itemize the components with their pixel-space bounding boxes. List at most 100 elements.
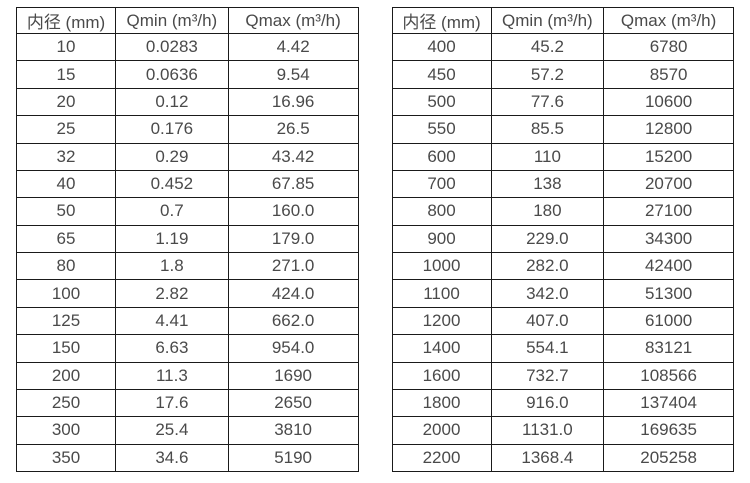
cell-diameter: 10 [15, 32, 117, 62]
table-row: 65 1.19 179.0 [15, 224, 359, 254]
cell-diameter: 32 [15, 142, 117, 171]
cell-qmax: 43.42 [227, 142, 359, 171]
cell-qmax: 137404 [603, 388, 734, 418]
column-header-qmin: Qmin (m³/h) [490, 7, 605, 34]
table-row: 1600 732.7 108566 [391, 361, 734, 390]
cell-qmin: 57.2 [490, 60, 605, 89]
cell-qmin: 17.6 [115, 388, 229, 418]
cell-qmax: 4.42 [227, 32, 359, 62]
table-row: 200 11.3 1690 [15, 361, 359, 390]
cell-diameter: 450 [391, 60, 492, 89]
cell-qmin: 1131.0 [490, 416, 605, 445]
table-row: 350 34.6 5190 [15, 443, 359, 473]
cell-qmin: 0.0636 [115, 60, 229, 89]
cell-qmax: 2650 [227, 388, 359, 418]
column-header-qmin: Qmin (m³/h) [115, 7, 229, 34]
cell-qmax: 61000 [603, 306, 734, 336]
cell-qmin: 85.5 [490, 115, 605, 144]
table-row: 100 2.82 424.0 [15, 279, 359, 308]
cell-diameter: 2200 [391, 443, 492, 473]
flow-table-large-diameters: 内径 (mm) Qmin (m³/h) Qmax (m³/h) 400 45.2 6780… [391, 7, 735, 473]
cell-qmin: 77.6 [490, 87, 605, 117]
table-row: 250 17.6 2650 [15, 388, 359, 418]
cell-qmax: 9.54 [227, 60, 359, 89]
cell-diameter: 15 [15, 60, 117, 89]
cell-qmin: 25.4 [115, 416, 229, 445]
column-header-qmax: Qmax (m³/h) [227, 7, 359, 34]
cell-qmin: 0.176 [115, 115, 229, 144]
flow-table-small-diameters: 内径 (mm) Qmin (m³/h) Qmax (m³/h) 10 0.0283 4.4… [15, 7, 359, 473]
cell-qmax: 26.5 [227, 115, 359, 144]
table-row: 150 6.63 954.0 [15, 334, 359, 363]
cell-qmax: 424.0 [227, 279, 359, 308]
cell-qmax: 160.0 [227, 197, 359, 226]
cell-qmin: 342.0 [490, 279, 605, 308]
cell-diameter: 250 [15, 388, 117, 418]
table-row: 2000 1131.0 169635 [391, 416, 734, 445]
cell-qmin: 110 [490, 142, 605, 171]
cell-qmax: 27100 [603, 197, 734, 226]
cell-diameter: 2000 [391, 416, 492, 445]
cell-qmax: 12800 [603, 115, 734, 144]
cell-qmin: 6.63 [115, 334, 229, 363]
cell-qmax: 5190 [227, 443, 359, 473]
cell-diameter: 800 [391, 197, 492, 226]
cell-diameter: 1600 [391, 361, 492, 390]
table-row: 1400 554.1 83121 [391, 334, 734, 363]
table-row: 50 0.7 160.0 [15, 197, 359, 226]
table-row: 700 138 20700 [391, 169, 734, 199]
header-row: 内径 (mm) Qmin (m³/h) Qmax (m³/h) [15, 7, 359, 34]
table-row: 32 0.29 43.42 [15, 142, 359, 171]
cell-qmin: 732.7 [490, 361, 605, 390]
table-row: 40 0.452 67.85 [15, 169, 359, 199]
table-row: 800 180 27100 [391, 197, 734, 226]
table-row: 550 85.5 12800 [391, 115, 734, 144]
table-row: 125 4.41 662.0 [15, 306, 359, 336]
column-header-qmax: Qmax (m³/h) [603, 7, 734, 34]
cell-diameter: 100 [15, 279, 117, 308]
cell-qmin: 1368.4 [490, 443, 605, 473]
cell-diameter: 900 [391, 224, 492, 254]
cell-diameter: 150 [15, 334, 117, 363]
cell-qmax: 16.96 [227, 87, 359, 117]
cell-qmax: 10600 [603, 87, 734, 117]
cell-qmin: 407.0 [490, 306, 605, 336]
cell-qmin: 916.0 [490, 388, 605, 418]
cell-qmax: 6780 [603, 32, 734, 62]
cell-diameter: 80 [15, 251, 117, 281]
cell-diameter: 65 [15, 224, 117, 254]
cell-diameter: 1200 [391, 306, 492, 336]
table-row: 15 0.0636 9.54 [15, 60, 359, 89]
cell-qmax: 205258 [603, 443, 734, 473]
cell-qmin: 0.12 [115, 87, 229, 117]
cell-qmin: 0.452 [115, 169, 229, 199]
table-row: 900 229.0 34300 [391, 224, 734, 254]
header-row: 内径 (mm) Qmin (m³/h) Qmax (m³/h) [391, 7, 734, 34]
cell-qmax: 954.0 [227, 334, 359, 363]
cell-qmin: 554.1 [490, 334, 605, 363]
cell-qmin: 0.7 [115, 197, 229, 226]
cell-qmax: 51300 [603, 279, 734, 308]
cell-diameter: 25 [15, 115, 117, 144]
cell-qmax: 42400 [603, 251, 734, 281]
cell-qmax: 67.85 [227, 169, 359, 199]
cell-diameter: 1000 [391, 251, 492, 281]
table-row: 80 1.8 271.0 [15, 251, 359, 281]
table-row: 2200 1368.4 205258 [391, 443, 734, 473]
table-row: 300 25.4 3810 [15, 416, 359, 445]
cell-qmin: 229.0 [490, 224, 605, 254]
cell-qmin: 138 [490, 169, 605, 199]
cell-qmin: 4.41 [115, 306, 229, 336]
cell-diameter: 20 [15, 87, 117, 117]
cell-qmax: 3810 [227, 416, 359, 445]
cell-qmin: 11.3 [115, 361, 229, 390]
table-row: 450 57.2 8570 [391, 60, 734, 89]
table-row: 500 77.6 10600 [391, 87, 734, 117]
table-row: 1800 916.0 137404 [391, 388, 734, 418]
cell-diameter: 300 [15, 416, 117, 445]
cell-qmax: 15200 [603, 142, 734, 171]
cell-diameter: 1100 [391, 279, 492, 308]
table-row: 600 110 15200 [391, 142, 734, 171]
table-row: 10 0.0283 4.42 [15, 32, 359, 62]
